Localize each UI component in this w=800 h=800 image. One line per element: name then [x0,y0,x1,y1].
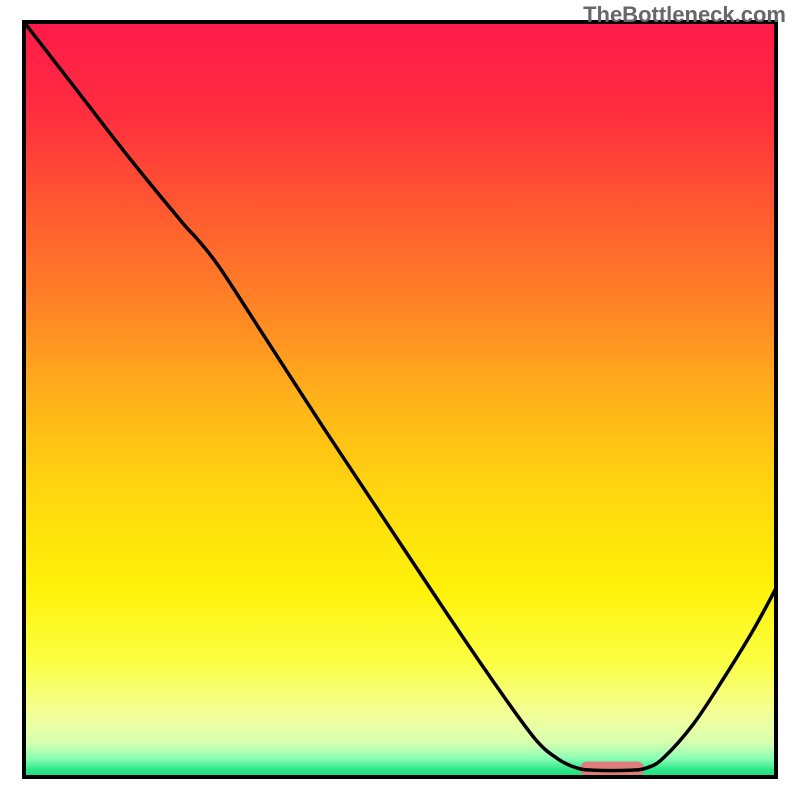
gradient-background [24,22,776,777]
watermark-text: TheBottleneck.com [583,2,786,28]
